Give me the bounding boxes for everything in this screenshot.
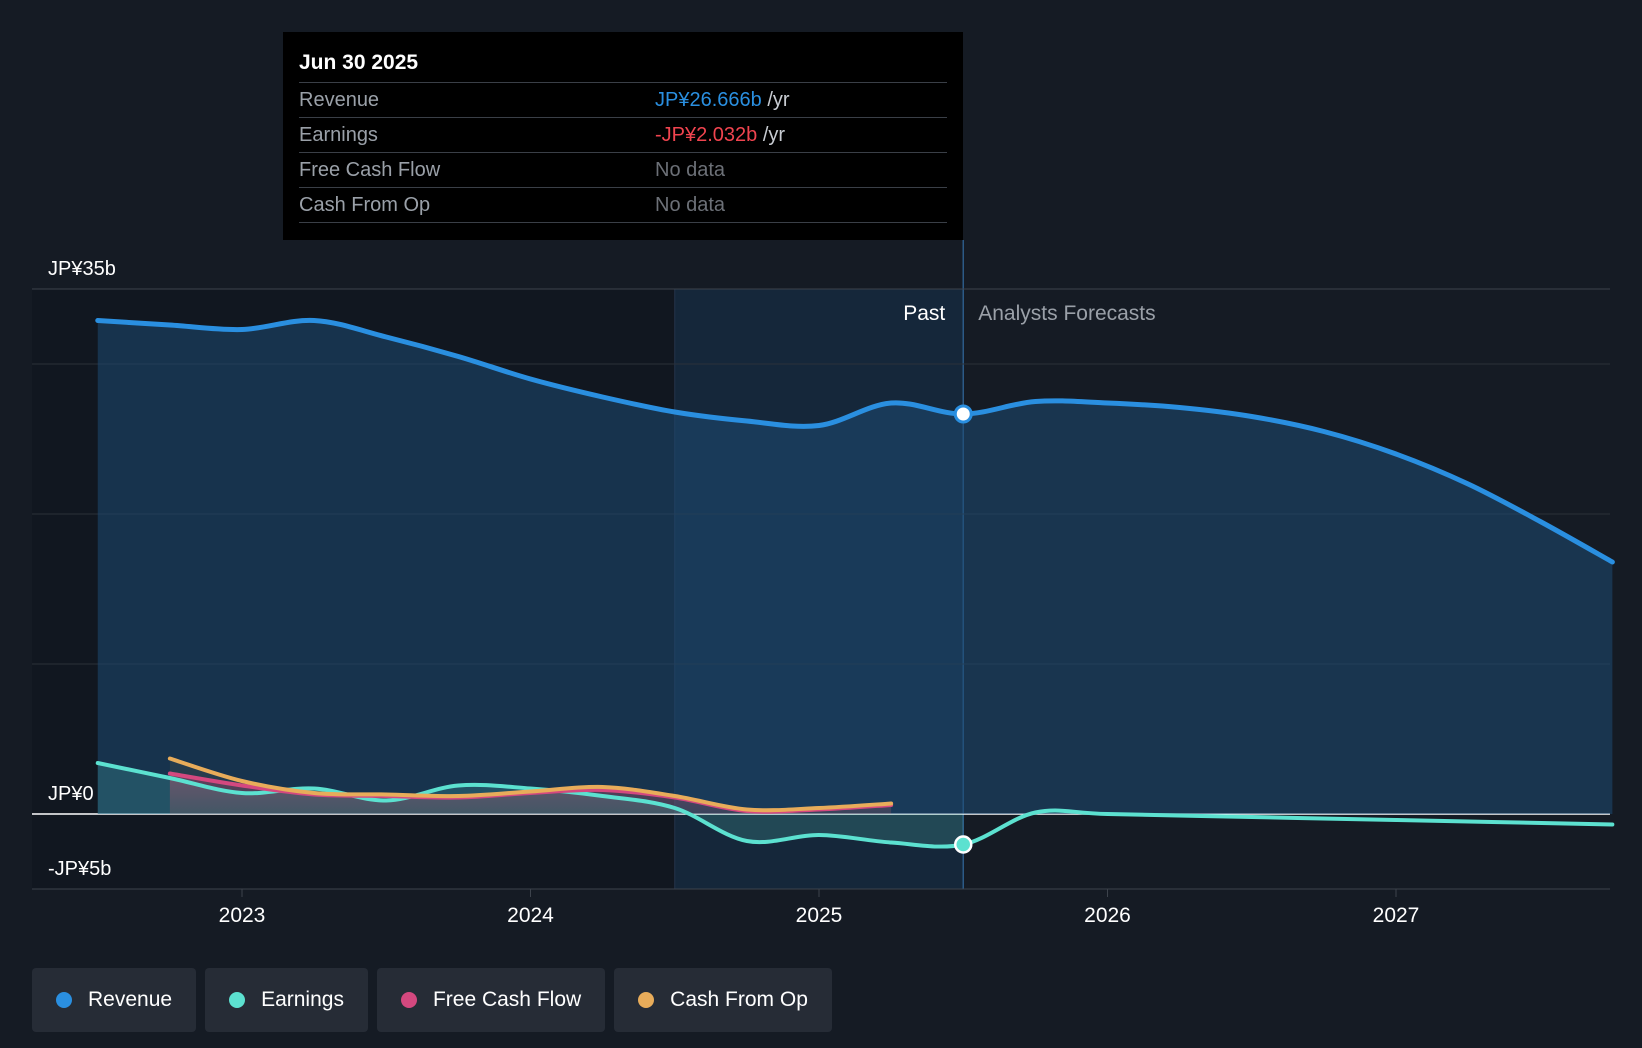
legend-label: Revenue [88,988,173,1011]
tooltip-row-earnings: Earnings -JP¥2.032b /yr [299,118,947,153]
revenue-area [97,320,1613,814]
y-tick-label: -JP¥5b [48,858,111,880]
legend-label: Earnings [261,988,344,1011]
legend-dot-icon [638,992,655,1008]
tooltip-cfo-value: No data [655,194,726,216]
tooltip-row-fcf: Free Cash Flow No data [299,153,947,188]
chart-labels: JP¥35b JP¥0 -JP¥5b 2023 2024 2025 2026 2027 Past… [48,258,1419,927]
tooltip-label: Revenue [299,89,380,111]
earnings-marker [954,835,973,854]
past-label: Past [903,302,945,325]
x-tick-label: 2025 [796,904,843,927]
revenue-marker [953,404,973,424]
legend-dot-icon [229,992,246,1008]
legend: Revenue Earnings Free Cash Flow Cash Fro… [32,968,832,1032]
tooltip-date: Jun 30 2025 [299,44,947,83]
tooltip: Jun 30 2025 Revenue JP¥26.666b /yr Earni… [283,32,963,240]
tooltip-unit: /yr [762,124,786,146]
legend-item-free-cash-flow[interactable]: Free Cash Flow [376,968,606,1032]
x-tick-label: 2026 [1084,904,1131,927]
revenue-line [95,317,1615,565]
cfo-area [169,758,892,814]
series-lines [95,317,1615,854]
x-tick-label: 2027 [1373,904,1420,927]
forecast-label: Analysts Forecasts [978,302,1155,325]
tooltip-label: Earnings [299,124,378,146]
y-tick-label: JP¥0 [48,783,94,805]
legend-item-earnings[interactable]: Earnings [205,968,368,1032]
legend-label: Cash From Op [670,988,808,1011]
x-tick-label: 2024 [507,904,554,927]
x-tick-label: 2023 [219,904,266,927]
tooltip-row-revenue: Revenue JP¥26.666b /yr [299,83,947,118]
tooltip-revenue-value: JP¥26.666b [655,89,762,111]
legend-item-revenue[interactable]: Revenue [32,968,197,1032]
legend-item-cash-from-op[interactable]: Cash From Op [614,968,832,1032]
legend-dot-icon [400,992,417,1008]
legend-label: Free Cash Flow [432,988,582,1011]
tooltip-row-cfo: Cash From Op No data [299,188,947,223]
tooltip-label: Cash From Op [299,194,431,216]
earnings-line [95,761,1615,849]
tooltip-label: Free Cash Flow [299,159,441,181]
cfo-line [167,756,894,813]
tooltip-unit: /yr [767,89,790,111]
tooltip-earnings-value: -JP¥2.032b [655,124,758,146]
y-tick-label: JP¥35b [48,258,116,280]
tooltip-fcf-value: No data [655,159,726,181]
legend-dot-icon [56,992,72,1008]
